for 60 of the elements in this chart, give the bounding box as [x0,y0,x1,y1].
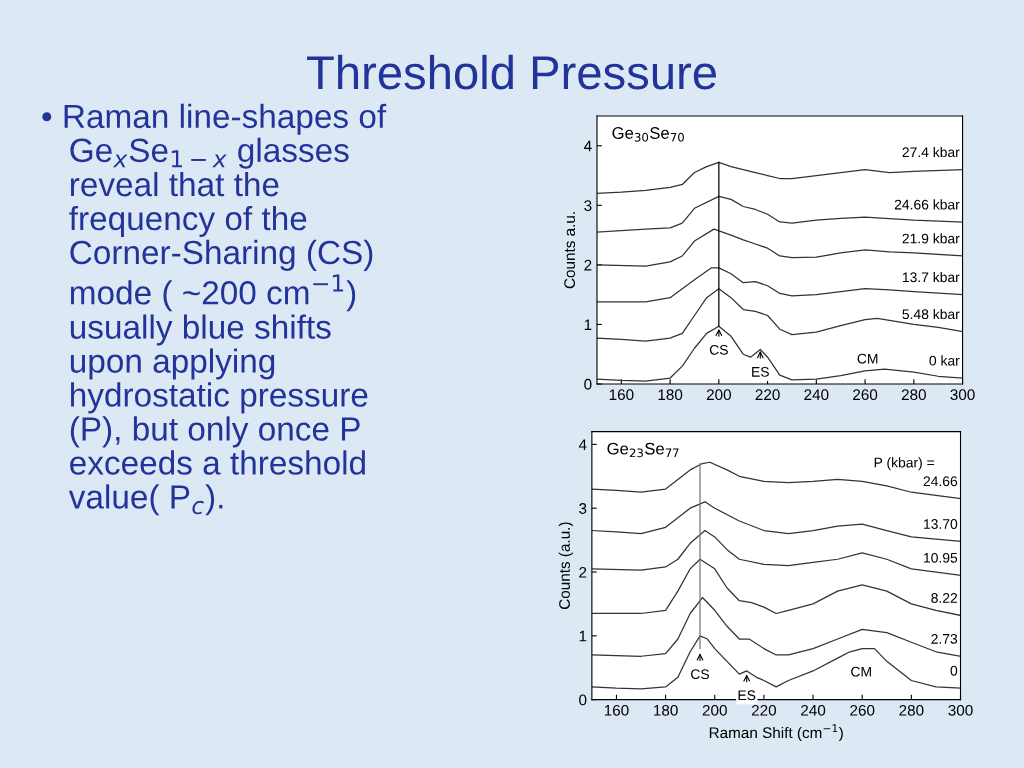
line-series [596,267,963,303]
x-axis-title: Raman Shift (cm$^{−1}$) [709,724,843,742]
y-tick-label: 0 [584,378,592,390]
x-tick-label: 240 [801,704,826,716]
series-label: 10.95 [924,552,958,563]
annotation: CS [709,344,728,355]
x-tick-label: 200 [706,389,731,401]
annotation: P (kbar) = [874,457,935,471]
series-label: 27.4 kbar [902,146,960,158]
y-tick-label: 1 [584,319,592,330]
y-axis-title: Counts a.u. [564,212,576,289]
y-tick-label: 1 [579,630,587,642]
x-tick-label: 260 [850,704,875,716]
x-tick-label: 220 [755,389,780,401]
line-series [596,288,963,342]
series-label: 0 kar [929,355,960,366]
line-series [596,161,963,195]
annotation: CS [691,669,710,680]
annotation: CM [851,666,871,677]
y-tick-label: 3 [584,200,592,211]
x-tick-label: 300 [950,389,975,401]
x-tick-label: 300 [948,704,973,716]
series-label: 8.22 [931,593,958,603]
x-tick-label: 160 [604,704,629,716]
y-axis-title: Counts (a.u.) [558,522,573,610]
line-series [591,529,961,576]
series-label: 24.66 [923,476,958,487]
line-series [596,228,963,267]
series-label: 24.66 kbar [894,199,960,210]
text: • Raman line-shapes of Ge$_{x}$Se$_{1−x}$ glasses reveal that the frequency of the Corner-Sharing (CS) mode ( ~200 cm$^{−1}$) usually blue shifts upon applying hydrostatic pressure (P), but only once P exceeds a threshold value( P$_{c}$). [42,103,387,516]
x-tick-label: 280 [899,704,924,716]
series-label: 13.70 [924,519,958,529]
text: Threshold Pressure [307,54,716,90]
x-tick-label: 280 [901,389,926,401]
y-tick-label: 2 [579,566,587,578]
line-series [591,635,961,690]
series-label: 2.73 [931,633,958,644]
y-tick-label: 4 [583,140,592,152]
line-series [591,501,961,543]
annotation: ES [738,690,756,701]
x-tick-label: 180 [654,704,678,716]
y-tick-label: 2 [584,259,592,271]
x-tick-label: 160 [609,389,634,401]
y-tick-label: 0 [579,694,587,706]
x-tick-label: 180 [658,389,683,401]
x-tick-label: 220 [751,704,777,716]
text: Ge$_{30}$Se$_{70}$ [612,127,684,142]
y-tick-label: 4 [578,439,587,450]
line-series [596,195,963,233]
text: Ge$_{23}$Se$_{77}$ [607,442,679,458]
series-label: 5.48 kbar [902,308,960,320]
x-tick-label: 260 [853,389,878,401]
x-tick-label: 200 [702,704,727,716]
series-label: 21.9 kbar [902,233,960,244]
series-label: 13.7 kbar [902,271,960,283]
annotation: ES [752,366,769,377]
y-tick-label: 3 [579,503,587,514]
series-label: 0 [950,665,958,676]
annotation: CM [857,353,878,364]
x-tick-label: 240 [804,389,829,401]
